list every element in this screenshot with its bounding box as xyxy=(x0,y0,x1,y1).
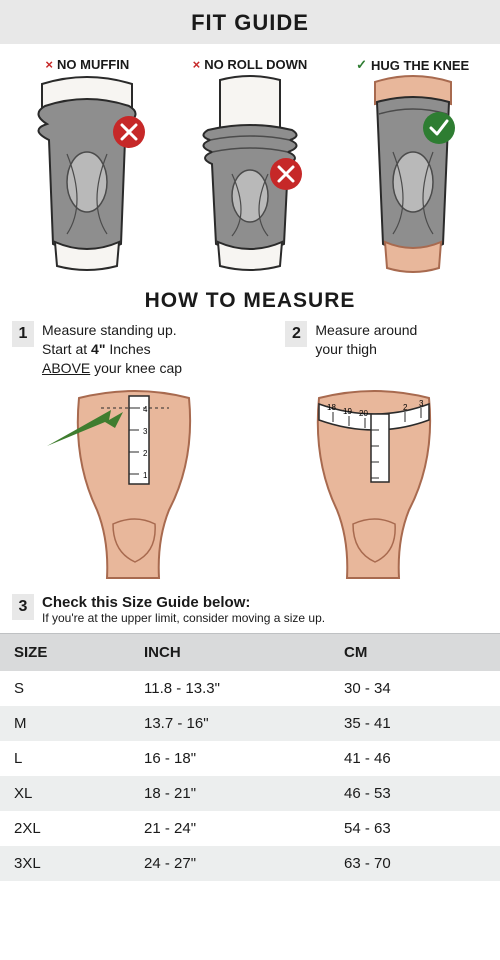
table-cell: S xyxy=(0,671,130,706)
x-icon: × xyxy=(45,57,53,72)
step-num-3: 3 xyxy=(12,594,34,620)
table-row: 3XL24 - 27"63 - 70 xyxy=(0,846,500,881)
table-cell: 30 - 34 xyxy=(330,671,500,706)
step2-line2: your thigh xyxy=(315,341,376,357)
table-row: L16 - 18"41 - 46 xyxy=(0,741,500,776)
step1-line2a: Start at xyxy=(42,341,91,357)
fit-label-no-muffin: × NO MUFFIN xyxy=(45,57,129,72)
col-cm: CM xyxy=(330,633,500,671)
step-1: 1 Measure standing up. Start at 4" Inche… xyxy=(12,321,275,378)
step-2-text: Measure around your thigh xyxy=(315,321,417,359)
thigh-ruler-icon: 4 3 2 1 xyxy=(35,390,225,580)
fit-no-muffin: × NO MUFFIN xyxy=(7,56,168,279)
fit-guide-title: FIT GUIDE xyxy=(0,0,500,44)
step1-line2b: Inches xyxy=(105,341,150,357)
sleeve-rolldown-icon xyxy=(180,74,320,274)
fit-label-text: HUG THE KNEE xyxy=(371,58,469,73)
tape-mark: 3 xyxy=(419,399,424,408)
step-1-text: Measure standing up. Start at 4" Inches … xyxy=(42,321,182,378)
step-2: 2 Measure around your thigh xyxy=(285,321,488,378)
tape-mark: 19 xyxy=(343,407,352,416)
tape-mark: 18 xyxy=(327,403,336,412)
table-cell: 21 - 24" xyxy=(130,811,330,846)
step3-sub: If you're at the upper limit, consider m… xyxy=(42,611,325,625)
ruler-mark: 4 xyxy=(143,405,148,414)
ruler-mark: 2 xyxy=(143,449,148,458)
fit-label-hug-knee: ✓ HUG THE KNEE xyxy=(356,57,469,73)
step3-title: Check this Size Guide below: xyxy=(42,594,325,611)
table-cell: 16 - 18" xyxy=(130,741,330,776)
tape-mark: 20 xyxy=(359,409,368,418)
steps-row: 1 Measure standing up. Start at 4" Inche… xyxy=(0,321,500,384)
table-header-row: SIZE INCH CM xyxy=(0,633,500,671)
table-cell: XL xyxy=(0,776,130,811)
step1-line1: Measure standing up. xyxy=(42,322,177,338)
col-size: SIZE xyxy=(0,633,130,671)
table-cell: 3XL xyxy=(0,846,130,881)
step1-line3: your knee cap xyxy=(90,360,182,376)
table-cell: 54 - 63 xyxy=(330,811,500,846)
table-cell: 13.7 - 16" xyxy=(130,706,330,741)
table-cell: 11.8 - 13.3" xyxy=(130,671,330,706)
fit-label-text: NO ROLL DOWN xyxy=(204,57,307,72)
table-cell: 63 - 70 xyxy=(330,846,500,881)
col-inch: INCH xyxy=(130,633,330,671)
ruler-mark: 3 xyxy=(143,427,148,436)
table-cell: M xyxy=(0,706,130,741)
sleeve-muffin-icon xyxy=(17,74,157,274)
table-row: XL18 - 21"46 - 53 xyxy=(0,776,500,811)
table-cell: 41 - 46 xyxy=(330,741,500,776)
thighs-row: 4 3 2 1 18 19 20 2 3 xyxy=(0,384,500,594)
fit-row: × NO MUFFIN × NO ROLL DOWN xyxy=(0,44,500,283)
table-cell: 24 - 27" xyxy=(130,846,330,881)
step-num-1: 1 xyxy=(12,321,34,347)
step1-above: ABOVE xyxy=(42,360,90,376)
table-cell: 46 - 53 xyxy=(330,776,500,811)
table-row: S11.8 - 13.3"30 - 34 xyxy=(0,671,500,706)
table-row: 2XL21 - 24"54 - 63 xyxy=(0,811,500,846)
step2-line1: Measure around xyxy=(315,322,417,338)
step1-bold: 4" xyxy=(91,341,105,357)
table-cell: L xyxy=(0,741,130,776)
fit-hug-knee: ✓ HUG THE KNEE xyxy=(332,56,493,279)
thigh-tape-icon: 18 19 20 2 3 xyxy=(275,390,465,580)
table-row: M13.7 - 16"35 - 41 xyxy=(0,706,500,741)
step-3: 3 Check this Size Guide below: If you're… xyxy=(0,594,500,633)
sleeve-correct-icon xyxy=(343,74,483,274)
tape-mark: 2 xyxy=(403,403,408,412)
step-3-text: Check this Size Guide below: If you're a… xyxy=(42,594,325,625)
size-table: SIZE INCH CM S11.8 - 13.3"30 - 34M13.7 -… xyxy=(0,633,500,881)
table-cell: 35 - 41 xyxy=(330,706,500,741)
table-cell: 2XL xyxy=(0,811,130,846)
check-icon: ✓ xyxy=(356,57,367,73)
ruler-mark: 1 xyxy=(143,471,148,480)
how-to-measure-title: HOW TO MEASURE xyxy=(0,283,500,321)
x-icon: × xyxy=(193,57,201,72)
table-cell: 18 - 21" xyxy=(130,776,330,811)
step-num-2: 2 xyxy=(285,321,307,347)
fit-label-text: NO MUFFIN xyxy=(57,57,129,72)
fit-label-no-roll-down: × NO ROLL DOWN xyxy=(193,57,308,72)
fit-no-roll-down: × NO ROLL DOWN xyxy=(169,56,330,279)
